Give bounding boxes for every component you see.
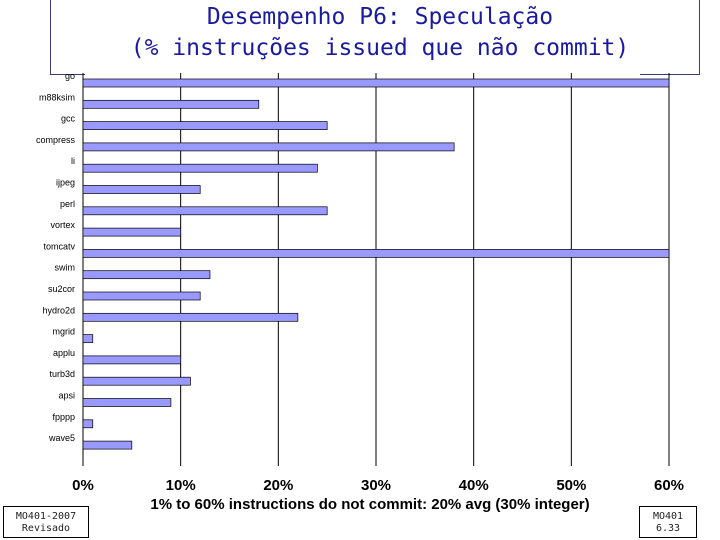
category-label-wave5: wave5: [48, 433, 75, 443]
footer-right-course: MO401: [652, 511, 684, 522]
category-labels: go m88ksim gcc compress li ijpeg perl vortex tom…: [36, 71, 76, 443]
bar-swim: [82, 270, 211, 280]
category-label-mgrid: mgrid: [52, 327, 75, 337]
category-label-fpppp: fpppp: [52, 412, 75, 422]
frame-top-left-line: [50, 74, 85, 75]
footer-left-note: Revisado: [21, 523, 71, 534]
bar-turb3d: [82, 376, 191, 386]
category-label-apsi: apsi: [58, 391, 75, 401]
gridlines: [82, 73, 670, 466]
bar-go: [82, 78, 670, 88]
chart-title-line-2: (% instruções issued que não commit): [130, 35, 630, 61]
category-label-applu: applu: [53, 348, 75, 358]
category-label-vortex: vortex: [50, 220, 75, 230]
category-label-perl: perl: [60, 199, 75, 209]
bar-fpppp: [82, 419, 94, 429]
frame-top-right-line: [640, 74, 700, 75]
footer-left-box: MO401-2007 Revisado: [3, 506, 89, 538]
category-label-hydro2d: hydro2d: [42, 305, 75, 315]
frame-left-line: [50, 0, 51, 75]
chart-title: Desempenho P6: Speculação (% instruções …: [80, 2, 680, 64]
x-axis-label: 1% to 60% instructions do not commit: 20…: [150, 496, 590, 513]
bar-su2cor: [82, 291, 201, 301]
category-label-turb3d: turb3d: [49, 369, 75, 379]
bar-li: [82, 163, 318, 173]
category-label-gcc: gcc: [61, 114, 76, 124]
x-tick-labels: 0% 10% 20% 30% 40% 50% 60%: [72, 477, 684, 494]
footer-left-course: MO401-2007: [15, 511, 77, 522]
x-tick-label: 40%: [459, 477, 489, 494]
category-label-go: go: [65, 71, 75, 81]
x-tick-label: 60%: [654, 477, 684, 494]
category-label-compress: compress: [36, 135, 76, 145]
x-tick-label: 0%: [72, 477, 94, 494]
category-label-ijpeg: ijpeg: [56, 178, 75, 188]
bar-perl: [82, 206, 328, 216]
bar-applu: [82, 355, 182, 365]
bar-ijpeg: [82, 185, 201, 194]
bar-m88ksim: [82, 99, 260, 109]
bar-mgrid: [82, 334, 94, 343]
bar-tomcatv: [82, 249, 670, 258]
category-label-swim: swim: [55, 263, 76, 273]
x-tick-label: 10%: [166, 477, 196, 494]
x-tick-label: 30%: [361, 477, 391, 494]
bar-hydro2d: [82, 312, 299, 322]
chart-title-line-1: Desempenho P6: Speculação: [206, 4, 554, 30]
bar-vortex: [82, 227, 182, 237]
x-tick-label: 50%: [556, 477, 586, 494]
bar-chart: go m88ksim gcc compress li ijpeg perl vortex tom…: [36, 71, 684, 494]
footer-right-box: MO401 6.33: [639, 506, 697, 538]
category-label-li: li: [71, 156, 75, 166]
bar-wave5: [82, 440, 133, 450]
bar-gcc: [82, 121, 328, 130]
bar-apsi: [82, 398, 172, 407]
frame-right-line: [699, 0, 700, 75]
bars: [82, 78, 670, 450]
category-label-su2cor: su2cor: [48, 284, 75, 294]
footer-right-page: 6.33: [655, 523, 681, 534]
category-label-m88ksim: m88ksim: [39, 92, 75, 102]
bar-compress: [82, 142, 455, 152]
x-tick-label: 20%: [263, 477, 293, 494]
category-label-tomcatv: tomcatv: [43, 241, 75, 251]
